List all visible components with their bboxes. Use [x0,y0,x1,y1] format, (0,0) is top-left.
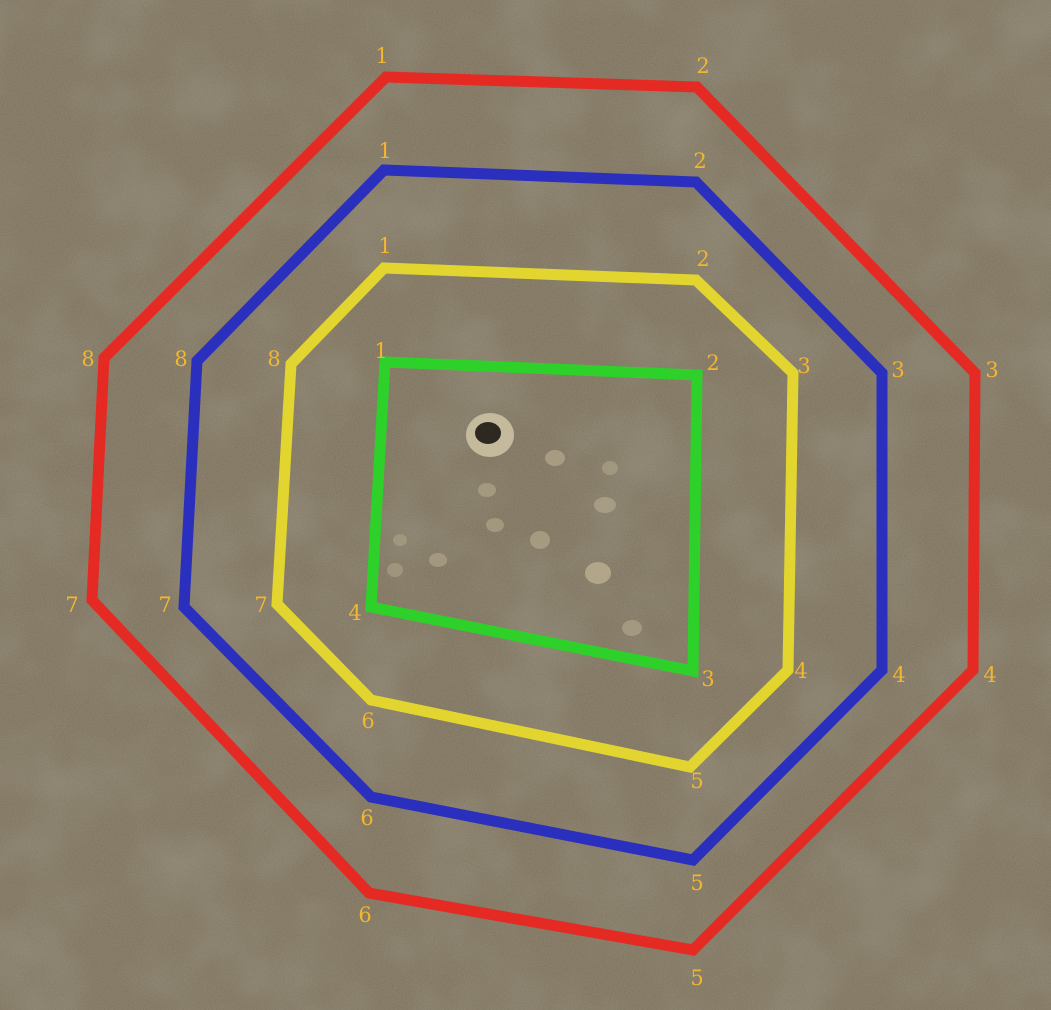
crater-small [602,461,618,475]
green-vertex-label: 3 [701,667,714,691]
crater-small [486,518,504,532]
yellow-vertex-label: 8 [267,347,280,371]
blue-polygon [178,164,888,866]
crater-small [585,562,611,584]
blue-vertex-label: 8 [174,347,187,371]
crater-group [387,413,642,636]
yellow-vertex-label: 4 [794,659,807,683]
yellow-vertex-label: 6 [361,709,374,733]
yellow-vertex-label: 7 [254,593,267,617]
red-vertex-label: 4 [983,663,996,687]
vertex-labels: 1 2 3 4 5 6 7 8 1 2 3 4 5 6 7 8 1 2 3 4 5 6 7 8 1 2 3 4 [65,44,998,990]
crater-small [545,450,565,466]
red-vertex-label: 6 [358,903,371,927]
blue-vertex-label: 2 [693,149,706,173]
crater-small [387,563,403,577]
red-polygon [86,71,981,956]
crater-small [594,497,616,513]
blue-vertex-label: 7 [158,593,171,617]
crater-small [478,483,496,497]
red-vertex-label: 3 [985,358,998,382]
blue-vertex-label: 6 [360,806,373,830]
crater-small [530,531,550,549]
green-vertex-label: 1 [374,339,387,363]
yellow-vertex-label: 2 [696,247,709,271]
yellow-vertex-label: 1 [378,234,391,258]
yellow-vertex-label: 5 [690,769,703,793]
crater-small [429,553,447,567]
boundary-polygons [86,71,981,956]
red-vertex-label: 5 [690,966,703,990]
yellow-polygon [271,262,799,773]
red-vertex-label: 7 [65,593,78,617]
green-vertex-label: 4 [348,601,361,625]
main-crater-hole [475,422,501,444]
blue-vertex-label: 5 [690,871,703,895]
crater-small [622,620,642,636]
green-vertex-label: 2 [706,351,719,375]
blue-vertex-label: 3 [891,358,904,382]
crater-small [393,534,407,546]
yellow-vertex-label: 3 [797,354,810,378]
red-vertex-label: 8 [81,347,94,371]
blue-vertex-label: 4 [892,663,905,687]
red-vertex-label: 1 [375,44,388,68]
green-polygon [365,356,703,678]
red-vertex-label: 2 [696,54,709,78]
blue-vertex-label: 1 [378,139,391,163]
